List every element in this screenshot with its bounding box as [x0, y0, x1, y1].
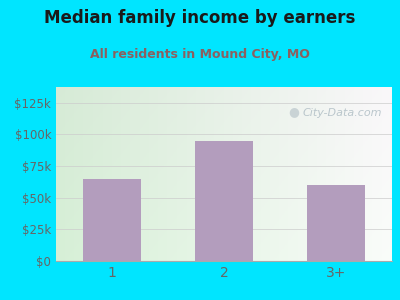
- Text: Median family income by earners: Median family income by earners: [44, 9, 356, 27]
- Bar: [307, 185, 365, 261]
- Text: City-Data.com: City-Data.com: [302, 108, 382, 118]
- Text: ●: ●: [288, 105, 299, 118]
- Text: All residents in Mound City, MO: All residents in Mound City, MO: [90, 48, 310, 61]
- Bar: [195, 141, 253, 261]
- Bar: [83, 179, 141, 261]
